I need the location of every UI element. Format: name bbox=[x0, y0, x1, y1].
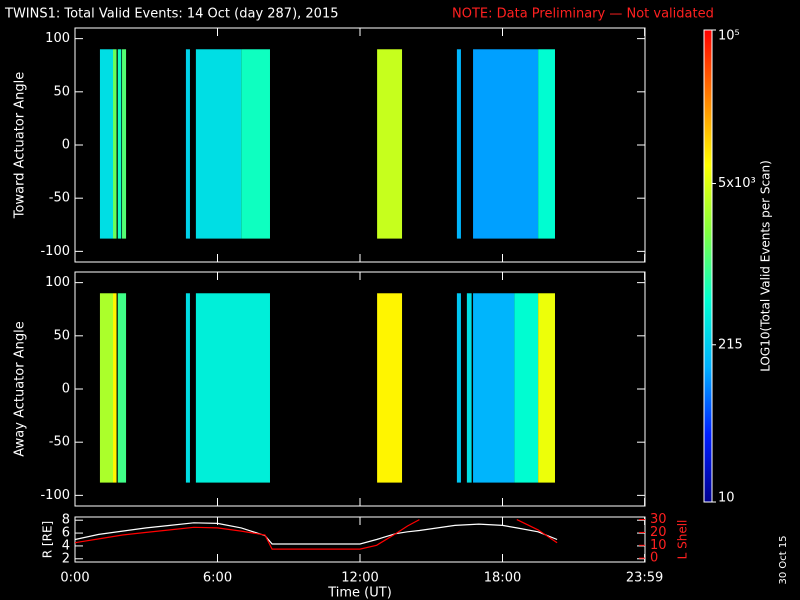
spectrogram-block bbox=[185, 49, 190, 239]
y2-tick-label: 10 bbox=[650, 538, 667, 553]
y-tick-label: 8 bbox=[62, 513, 70, 528]
spectrogram-block bbox=[377, 293, 403, 483]
spectrogram-block bbox=[241, 49, 270, 239]
y-tick-label: 50 bbox=[53, 84, 70, 99]
x-tick-label: 0:00 bbox=[60, 571, 89, 586]
colorbar-tick-label: 10 bbox=[718, 491, 735, 506]
y-tick-label: -50 bbox=[49, 435, 70, 450]
y-tick-label: 0 bbox=[62, 138, 70, 153]
spectrogram-block bbox=[99, 293, 113, 483]
y-tick-label: 6 bbox=[62, 526, 70, 541]
y-tick-label: -50 bbox=[49, 191, 70, 206]
colorbar-tick-label: 5x10³ bbox=[718, 176, 756, 191]
spectrogram-block bbox=[122, 49, 127, 239]
panel bbox=[99, 49, 555, 239]
spectrogram-block bbox=[538, 293, 555, 483]
spectrogram-block bbox=[117, 49, 122, 239]
spectrogram-block bbox=[473, 293, 515, 483]
spectrogram-block bbox=[377, 49, 403, 239]
y-tick-label: 4 bbox=[62, 538, 70, 553]
spectrogram-block bbox=[113, 293, 117, 483]
y-axis-label: Toward Actuator Angle bbox=[13, 72, 28, 219]
y-tick-label: 0 bbox=[62, 382, 70, 397]
x-tick-label: 12:00 bbox=[341, 571, 378, 586]
x-axis-label: Time (UT) bbox=[327, 586, 392, 600]
series-line bbox=[75, 519, 558, 550]
colorbar-label: LOG10(Total Valid Events per Scan) bbox=[759, 160, 773, 372]
spectrogram-block bbox=[466, 293, 472, 483]
y-tick-label: 2 bbox=[62, 551, 70, 566]
x-tick-label: 18:00 bbox=[484, 571, 521, 586]
y-tick-label: -100 bbox=[40, 488, 70, 503]
panel bbox=[99, 293, 555, 483]
spectrogram-block bbox=[456, 293, 461, 483]
spectrogram-block bbox=[117, 293, 127, 483]
y2-tick-label: 0 bbox=[650, 551, 658, 566]
date-stamp: 30 Oct 15 bbox=[778, 535, 789, 584]
spectrogram-block bbox=[514, 293, 539, 483]
chart-title: TWINS1: Total Valid Events: 14 Oct (day … bbox=[4, 7, 339, 22]
y-tick-label: -100 bbox=[40, 244, 70, 259]
spectrogram-block bbox=[195, 49, 242, 239]
y2-tick-label: 30 bbox=[650, 512, 667, 527]
y-tick-label: 100 bbox=[45, 31, 70, 46]
y-axis-label: Away Actuator Angle bbox=[13, 321, 28, 456]
x-tick-label: 23:59 bbox=[626, 571, 663, 586]
y-axis-label: R [RE] bbox=[41, 521, 55, 558]
y2-tick-label: 20 bbox=[650, 525, 667, 540]
note: NOTE: Data Preliminary — Not validated bbox=[452, 7, 714, 22]
spectrogram-block bbox=[99, 49, 113, 239]
spectrogram-block bbox=[473, 49, 539, 239]
x-tick-label: 6:00 bbox=[203, 571, 232, 586]
spectrogram-block bbox=[538, 49, 555, 239]
spectrogram-block bbox=[185, 293, 190, 483]
colorbar-tick-label: 10⁵ bbox=[718, 29, 740, 44]
y-tick-label: 50 bbox=[53, 328, 70, 343]
spectrogram-block bbox=[195, 293, 270, 483]
colorbar-tick-label: 215 bbox=[718, 337, 743, 352]
colorbar bbox=[703, 29, 713, 503]
spectrogram-block bbox=[456, 49, 461, 239]
spectrogram-block bbox=[113, 49, 117, 239]
y2-axis-label: L Shell bbox=[676, 520, 690, 560]
series-line bbox=[75, 522, 558, 545]
y-tick-label: 100 bbox=[45, 275, 70, 290]
